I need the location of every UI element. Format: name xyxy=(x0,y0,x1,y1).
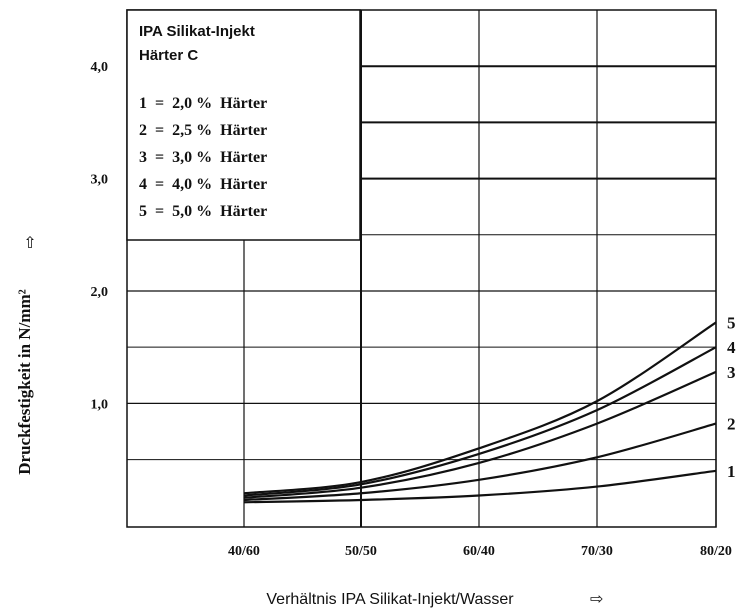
curve-label-5: 5 xyxy=(727,313,736,332)
curves xyxy=(243,321,717,504)
legend-item-5: 5 = 5,0 % Härter xyxy=(139,203,267,220)
curve-labels: 1 2 3 4 5 xyxy=(727,313,736,480)
y-tick-label: 2,0 xyxy=(91,285,109,300)
series-line-1 xyxy=(243,469,717,504)
x-tick-label: 70/30 xyxy=(581,544,613,559)
y-tick-label: 1,0 xyxy=(91,397,109,412)
y-axis-label: Druckfestigkeit in N/mm² xyxy=(15,289,34,474)
curve-label-2: 2 xyxy=(727,415,736,434)
grid xyxy=(126,9,717,528)
legend-box xyxy=(126,9,361,241)
y-axis-arrow: ⇧ xyxy=(23,233,36,252)
legend-item-2: 2 = 2,5 % Härter xyxy=(139,122,267,139)
x-tick-label: 80/20 xyxy=(700,544,732,559)
legend-title-line-2: Härter C xyxy=(139,47,198,64)
legend-item-3: 3 = 3,0 % Härter xyxy=(139,149,267,166)
y-tick-label: 3,0 xyxy=(91,173,109,188)
series-line-4 xyxy=(243,346,717,497)
series-line-5 xyxy=(243,321,717,495)
legend-item-4: 4 = 4,0 % Härter xyxy=(139,176,267,193)
legend-title-line-1: IPA Silikat-Injekt xyxy=(139,23,255,40)
series-line-3 xyxy=(243,370,717,499)
x-tick-labels: 40/60 50/50 60/40 70/30 80/20 xyxy=(228,544,732,559)
curve-label-4: 4 xyxy=(727,338,736,357)
x-axis-label: Verhältnis IPA Silikat-Injekt/Wasser xyxy=(266,591,514,608)
curve-label-3: 3 xyxy=(727,363,736,382)
curve-label-1: 1 xyxy=(727,462,736,481)
x-tick-label: 50/50 xyxy=(345,544,377,559)
x-tick-label: 60/40 xyxy=(463,544,495,559)
y-tick-label: 4,0 xyxy=(91,60,109,75)
x-axis-arrow: ⇨ xyxy=(590,589,603,608)
y-tick-labels: 1,0 2,0 3,0 4,0 xyxy=(91,60,109,412)
x-tick-label: 40/60 xyxy=(228,544,260,559)
legend-item-1: 1 = 2,0 % Härter xyxy=(139,95,267,112)
